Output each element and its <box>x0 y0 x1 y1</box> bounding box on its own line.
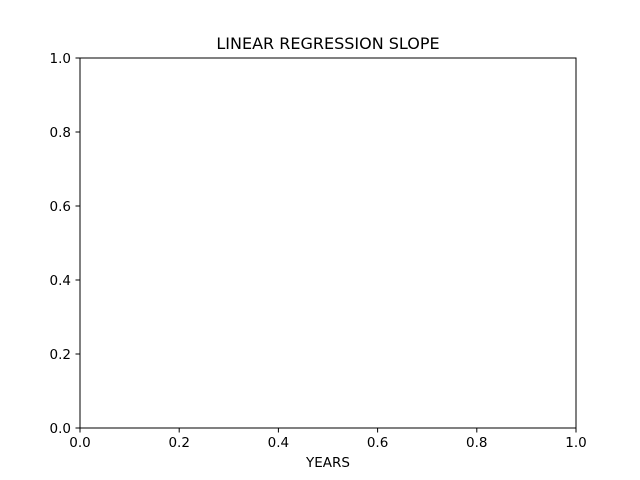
x-tick-label: 0.8 <box>466 435 487 451</box>
chart-title: LINEAR REGRESSION SLOPE <box>216 34 439 53</box>
x-axis-label: YEARS <box>305 455 350 471</box>
x-tick-label: 0.4 <box>268 435 289 451</box>
y-tick-label: 0.4 <box>50 273 71 289</box>
x-axis-ticks: 0.0 0.2 0.4 0.6 0.8 1.0 <box>69 428 587 451</box>
x-tick-label: 0.2 <box>168 435 189 451</box>
y-tick-label: 0.2 <box>50 347 71 363</box>
y-tick-label: 0.0 <box>50 421 71 437</box>
x-tick-label: 1.0 <box>565 435 586 451</box>
plot-area <box>79 57 577 429</box>
x-tick-label: 0.6 <box>367 435 388 451</box>
y-axis-ticks: 0.0 0.2 0.4 0.6 0.8 1.0 <box>50 51 80 437</box>
y-tick-label: 0.6 <box>50 199 71 215</box>
y-tick-label: 1.0 <box>50 51 71 67</box>
y-tick-label: 0.8 <box>50 125 71 141</box>
x-tick-label: 0.0 <box>69 435 90 451</box>
